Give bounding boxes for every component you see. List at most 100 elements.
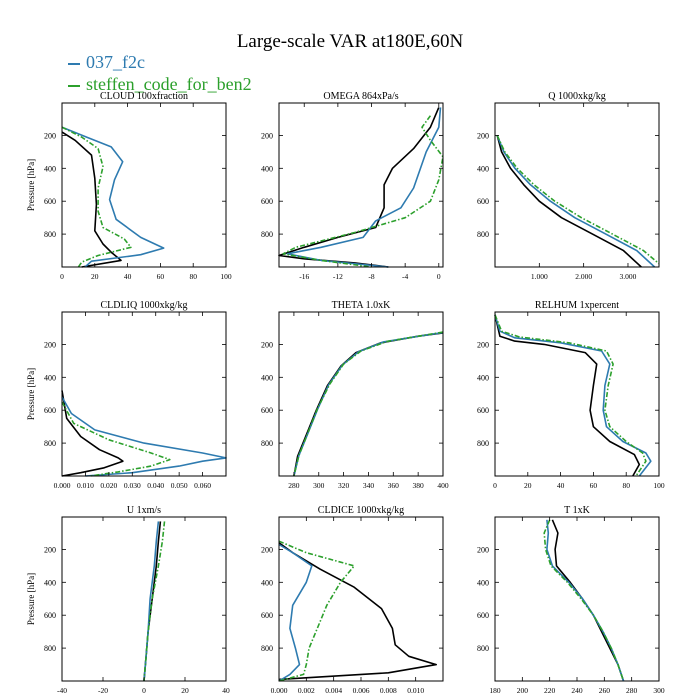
y-tick-label: 600 xyxy=(477,611,489,620)
x-tick-label: -8 xyxy=(368,272,374,281)
x-tick-label: 0 xyxy=(142,686,146,695)
x-tick-label: 3.000 xyxy=(620,272,637,281)
y-tick-label: 200 xyxy=(477,340,489,349)
x-tick-label: 0.002 xyxy=(298,686,315,695)
x-tick-label: 0.004 xyxy=(325,686,342,695)
subplot-1: CLOUD 100xfraction 200 400 600 800 0 20 40 60 80 1… xyxy=(26,91,232,281)
x-tick-label: 0 xyxy=(60,272,64,281)
plot-frame xyxy=(61,311,227,477)
plot-frame xyxy=(494,102,660,268)
subplot-2: OMEGA 864xPa/s 200 400 600 800 -16 -12 -8 -4 0 xyxy=(261,91,444,281)
series-line xyxy=(143,521,166,682)
x-tick-label: 20 xyxy=(91,272,99,281)
x-tick-label: 0.060 xyxy=(194,481,211,490)
y-tick-label: 800 xyxy=(261,439,273,448)
x-tick-label: 0.010 xyxy=(77,481,94,490)
series-line xyxy=(293,331,444,477)
y-tick-label: 400 xyxy=(477,373,489,382)
y-tick-label: 400 xyxy=(477,578,489,587)
subplot-title: U 1xm/s xyxy=(127,505,161,516)
series-line xyxy=(293,331,444,477)
y-tick-label: 400 xyxy=(44,578,56,587)
y-axis-label: Pressure [hPa] xyxy=(26,159,36,211)
x-tick-label: 0.030 xyxy=(124,481,141,490)
x-tick-label: 380 xyxy=(413,481,425,490)
x-tick-label: 0 xyxy=(437,272,441,281)
series-line xyxy=(293,332,444,477)
x-tick-label: 400 xyxy=(437,481,449,490)
y-tick-label: 400 xyxy=(261,578,273,587)
subplot-title: T 1xK xyxy=(564,505,590,516)
series-line xyxy=(543,519,625,682)
x-tick-label: 180 xyxy=(489,686,501,695)
y-tick-label: 800 xyxy=(44,644,56,653)
y-tick-label: 200 xyxy=(261,340,273,349)
y-tick-label: 400 xyxy=(261,164,273,173)
x-tick-label: 200 xyxy=(517,686,529,695)
plot-frame xyxy=(494,516,660,682)
x-tick-label: 0.000 xyxy=(54,481,71,490)
legend-label-run1: 037_f2c xyxy=(86,52,145,72)
x-tick-label: 40 xyxy=(124,272,132,281)
y-tick-label: 400 xyxy=(44,373,56,382)
plot-frame xyxy=(278,102,444,268)
y-tick-label: 600 xyxy=(261,611,273,620)
x-tick-label: 40 xyxy=(222,686,230,695)
series-line xyxy=(494,314,652,477)
x-tick-label: 20 xyxy=(181,686,189,695)
subplot-title: OMEGA 864xPa/s xyxy=(323,91,398,102)
y-axis-label: Pressure [hPa] xyxy=(26,573,36,625)
subplot-7: U 1xm/s 200 400 600 800 -40 -20 0 20 40 Pressure [… xyxy=(26,505,230,695)
y-tick-label: 600 xyxy=(44,197,56,206)
y-tick-label: 600 xyxy=(44,611,56,620)
subplot-title: RELHUM 1xpercent xyxy=(535,300,619,311)
series-line xyxy=(278,107,440,268)
subplot-9: T 1xK 200 400 600 800 180 200 220 240 260 280 300 xyxy=(477,505,665,695)
x-tick-label: 260 xyxy=(599,686,611,695)
series-line xyxy=(143,521,160,682)
y-tick-label: 800 xyxy=(44,439,56,448)
x-tick-label: -4 xyxy=(402,272,408,281)
subplot-6: RELHUM 1xpercent 200 400 600 800 0 20 40 60 80 100 xyxy=(477,300,665,490)
series-line xyxy=(61,390,124,477)
y-tick-label: 200 xyxy=(44,340,56,349)
plot-frame xyxy=(278,311,444,477)
x-tick-label: 300 xyxy=(653,686,665,695)
series-line xyxy=(61,396,227,477)
x-tick-label: 2.000 xyxy=(575,272,592,281)
x-tick-label: -40 xyxy=(57,686,67,695)
subplot-title: CLOUD 100xfraction xyxy=(100,91,188,102)
series-line xyxy=(278,542,437,681)
series-line xyxy=(278,543,313,682)
y-axis-label: Pressure [hPa] xyxy=(26,368,36,420)
x-tick-label: -12 xyxy=(333,272,343,281)
y-tick-label: 800 xyxy=(477,644,489,653)
subplot-title: CLDLIQ 1000xkg/kg xyxy=(101,300,188,311)
x-tick-label: 280 xyxy=(288,481,300,490)
x-tick-label: 360 xyxy=(388,481,400,490)
subplot-4: CLDLIQ 1000xkg/kg 200 400 600 800 0.000 0.010 0… xyxy=(26,300,227,490)
x-tick-label: 80 xyxy=(622,481,630,490)
legend-label-run2: steffen_code_for_ben2 xyxy=(86,74,252,94)
x-tick-label: 0.040 xyxy=(147,481,164,490)
y-tick-label: 600 xyxy=(477,197,489,206)
x-tick-label: 100 xyxy=(653,481,665,490)
series-line xyxy=(494,314,647,477)
y-tick-label: 400 xyxy=(477,164,489,173)
series-line xyxy=(546,519,625,682)
x-tick-label: 300 xyxy=(313,481,325,490)
x-tick-label: 60 xyxy=(590,481,598,490)
plot-frame xyxy=(278,516,444,682)
subplot-8: CLDICE 1000xkg/kg 200 400 600 800 0.000 0.002 0… xyxy=(261,505,444,695)
series-line xyxy=(61,131,122,268)
y-tick-label: 400 xyxy=(44,164,56,173)
series-line xyxy=(61,126,165,268)
subplot-3: Q 1000xkg/kg 200 400 600 800 1.000 2.000 3.000 xyxy=(477,91,660,281)
y-tick-label: 200 xyxy=(261,131,273,140)
x-tick-label: 0.008 xyxy=(380,686,397,695)
subplot-title: CLDICE 1000xkg/kg xyxy=(318,505,404,516)
y-tick-label: 800 xyxy=(261,644,273,653)
y-tick-label: 200 xyxy=(261,545,273,554)
y-tick-label: 200 xyxy=(477,545,489,554)
